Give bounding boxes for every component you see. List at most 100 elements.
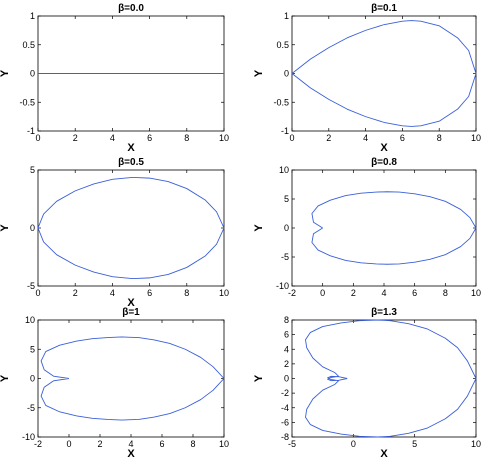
chart-title: β=0.8 [371, 157, 397, 168]
y-tick-label: -5 [27, 281, 35, 291]
y-tick-label: 5 [30, 165, 35, 175]
y-axis-label: Y [0, 224, 11, 232]
axes-box [291, 169, 477, 287]
curve-series-0 [311, 191, 477, 265]
x-tick-label: 8 [184, 288, 189, 298]
y-axis-label: Y [0, 374, 11, 382]
x-tick-label: 6 [147, 288, 152, 298]
x-axis-label: X [127, 448, 135, 457]
chart-panel-1: 0 2 4 6 8 10 -1 -0.5 0 0.5 1 β=0.1 X Y [253, 3, 481, 154]
y-tick-label: 5 [30, 344, 35, 354]
x-tick-label: 0 [66, 439, 71, 449]
curve-series-0 [291, 20, 477, 127]
x-tick-label: 8 [190, 439, 195, 449]
chart-panel-0: 0 2 4 6 8 10 -1 -0.5 0 0.5 1 β=0.0 X Y [0, 3, 229, 154]
axes-box [291, 319, 477, 438]
axes-box [291, 15, 477, 132]
y-tick-label: -5 [27, 403, 35, 413]
y-tick-label: 0 [284, 374, 289, 384]
x-tick-label: 5 [412, 439, 417, 449]
y-tick-label: 0 [30, 223, 35, 233]
x-tick-label: 10 [219, 288, 229, 298]
y-tick-label: 5 [284, 194, 289, 204]
y-tick-label: 10 [279, 165, 289, 175]
chart-title: β=1 [122, 307, 140, 318]
y-tick-label: 4 [284, 344, 289, 354]
x-tick-label: 8 [184, 133, 189, 143]
x-tick-label: 10 [471, 439, 481, 449]
y-tick-label: -8 [281, 432, 289, 442]
x-tick-label: 6 [400, 133, 405, 143]
x-tick-label: 4 [110, 133, 115, 143]
x-axis-label: X [380, 142, 388, 154]
x-tick-label: 6 [147, 133, 152, 143]
y-tick-label: -10 [22, 432, 35, 442]
x-tick-label: 4 [381, 288, 386, 298]
x-tick-label: 2 [97, 439, 102, 449]
chart-panel-5: -5 0 5 10 -8 -6 -4 -2 0 2 4 6 8 β=1.3 X Y [253, 307, 481, 457]
x-tick-label: 0 [351, 439, 356, 449]
chart-panel-3: -2 0 2 4 6 8 10 -10 -5 0 5 10 β=0.8 Y [253, 157, 481, 298]
x-tick-label: 0 [35, 288, 40, 298]
y-tick-label: 0.5 [22, 40, 35, 50]
x-tick-label: 8 [443, 288, 448, 298]
x-tick-label: 6 [412, 288, 417, 298]
y-tick-label: -1 [281, 126, 289, 136]
chart-title: β=0.0 [118, 3, 144, 14]
x-tick-label: 10 [219, 439, 229, 449]
x-tick-label: 4 [110, 288, 115, 298]
y-tick-label: -2 [281, 388, 289, 398]
y-tick-label: -5 [281, 252, 289, 262]
y-tick-label: 6 [284, 330, 289, 340]
chart-panel-4: -2 0 2 4 6 8 10 -10 -5 0 5 10 β=1 X Y [0, 307, 229, 457]
y-tick-label: -1 [27, 126, 35, 136]
y-axis-label: Y [253, 374, 265, 382]
y-tick-label: 0 [30, 374, 35, 384]
y-tick-label: 8 [284, 315, 289, 325]
x-tick-label: 2 [351, 288, 356, 298]
y-tick-label: 0.5 [276, 40, 289, 50]
x-axis-label: X [127, 142, 135, 154]
y-tick-label: -4 [281, 403, 289, 413]
y-tick-label: 2 [284, 359, 289, 369]
x-tick-label: 6 [159, 439, 164, 449]
axes-box [37, 169, 225, 287]
curve-series-0 [305, 319, 477, 438]
x-axis-label: X [380, 448, 388, 457]
y-tick-label: -6 [281, 417, 289, 427]
x-tick-label: 0 [289, 133, 294, 143]
x-tick-label: 2 [326, 133, 331, 143]
x-tick-label: 2 [73, 288, 78, 298]
x-tick-label: -2 [288, 288, 296, 298]
chart-title: β=0.1 [371, 3, 397, 14]
x-tick-label: 10 [219, 133, 229, 143]
x-tick-label: 8 [437, 133, 442, 143]
x-axis-label: X [127, 297, 135, 309]
y-tick-label: -10 [276, 281, 289, 291]
y-tick-label: 1 [284, 11, 289, 21]
x-tick-label: 10 [471, 133, 481, 143]
y-tick-label: -0.5 [273, 97, 289, 107]
y-axis-label: Y [253, 224, 265, 232]
x-tick-label: 0 [35, 133, 40, 143]
x-tick-label: 4 [363, 133, 368, 143]
y-axis-label: Y [0, 69, 11, 77]
chart-title: β=0.5 [118, 157, 144, 168]
x-tick-label: 4 [128, 439, 133, 449]
y-tick-label: 0 [30, 69, 35, 79]
x-tick-label: 10 [471, 288, 481, 298]
x-tick-label: -5 [288, 439, 296, 449]
y-tick-label: 0 [284, 223, 289, 233]
x-tick-label: -2 [34, 439, 42, 449]
x-tick-label: 2 [73, 133, 78, 143]
y-tick-label: 1 [30, 11, 35, 21]
chart-title: β=1.3 [371, 307, 397, 318]
curve-series-0 [40, 336, 225, 421]
y-tick-label: 0 [284, 69, 289, 79]
y-tick-label: 10 [25, 315, 35, 325]
curve-series-0 [37, 177, 225, 279]
y-axis-label: Y [253, 69, 265, 77]
y-tick-label: -0.5 [19, 97, 35, 107]
